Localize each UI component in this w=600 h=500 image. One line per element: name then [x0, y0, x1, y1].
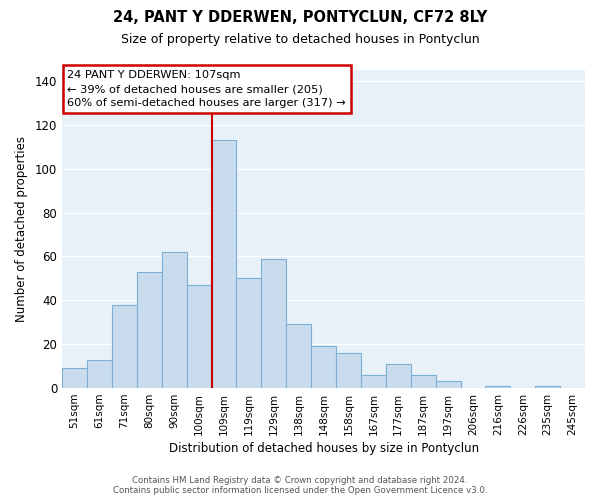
Bar	[262, 258, 286, 388]
Bar	[187, 285, 212, 388]
Bar	[62, 368, 87, 388]
Text: Size of property relative to detached houses in Pontyclun: Size of property relative to detached ho…	[121, 32, 479, 46]
Bar	[212, 140, 236, 388]
Bar	[386, 364, 411, 388]
X-axis label: Distribution of detached houses by size in Pontyclun: Distribution of detached houses by size …	[169, 442, 479, 455]
Bar	[286, 324, 311, 388]
Bar	[112, 304, 137, 388]
Bar	[411, 375, 436, 388]
Text: 24, PANT Y DDERWEN, PONTYCLUN, CF72 8LY: 24, PANT Y DDERWEN, PONTYCLUN, CF72 8LY	[113, 10, 487, 25]
Y-axis label: Number of detached properties: Number of detached properties	[15, 136, 28, 322]
Bar	[311, 346, 336, 388]
Bar	[436, 382, 461, 388]
Bar	[87, 360, 112, 388]
Bar	[485, 386, 511, 388]
Text: 24 PANT Y DDERWEN: 107sqm
← 39% of detached houses are smaller (205)
60% of semi: 24 PANT Y DDERWEN: 107sqm ← 39% of detac…	[67, 70, 346, 108]
Bar	[535, 386, 560, 388]
Bar	[236, 278, 262, 388]
Bar	[162, 252, 187, 388]
Text: Contains HM Land Registry data © Crown copyright and database right 2024.
Contai: Contains HM Land Registry data © Crown c…	[113, 476, 487, 495]
Bar	[137, 272, 162, 388]
Bar	[336, 353, 361, 388]
Bar	[361, 375, 386, 388]
